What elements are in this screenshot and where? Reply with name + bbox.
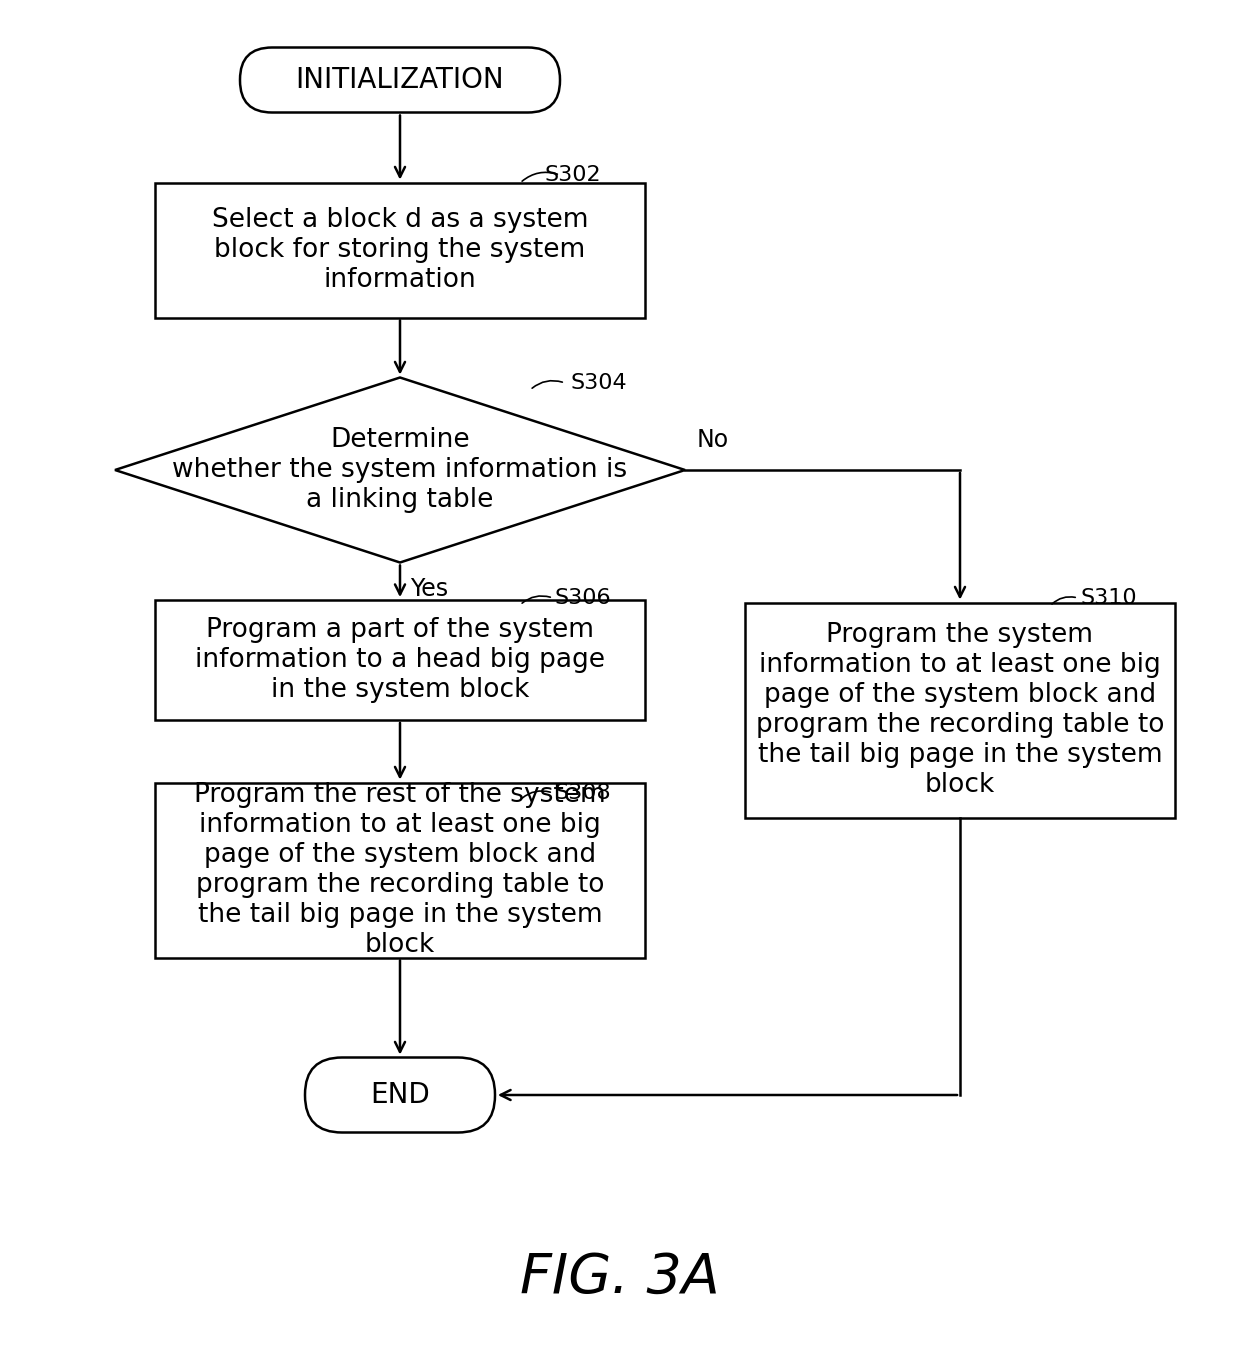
FancyBboxPatch shape [241,47,560,113]
Bar [155,600,645,721]
Text: S306: S306 [556,588,611,608]
Text: S304: S304 [570,373,626,394]
Text: INITIALIZATION: INITIALIZATION [295,66,505,94]
FancyArrowPatch shape [522,791,551,798]
Text: FIG. 3A: FIG. 3A [520,1251,720,1304]
Text: No: No [697,427,729,452]
Polygon shape [115,377,684,563]
Text: Program the rest of the system
information to at least one big
page of the syste: Program the rest of the system informati… [195,782,606,958]
FancyArrowPatch shape [522,596,551,603]
Bar [155,182,645,318]
Bar [155,783,645,958]
FancyArrowPatch shape [1052,597,1075,604]
FancyArrowPatch shape [522,172,557,182]
FancyArrowPatch shape [532,381,563,388]
Text: END: END [370,1082,430,1109]
Text: Program the system
information to at least one big
page of the system block and
: Program the system information to at lea… [755,622,1164,798]
Text: S302: S302 [546,166,601,185]
Text: S310: S310 [1080,588,1137,608]
Bar [745,603,1176,817]
Text: S308: S308 [556,783,611,803]
Text: Yes: Yes [410,578,448,601]
Text: Select a block d as a system
block for storing the system
information: Select a block d as a system block for s… [212,208,588,293]
FancyBboxPatch shape [305,1057,495,1133]
Text: Program a part of the system
information to a head big page
in the system block: Program a part of the system information… [195,617,605,703]
Text: Determine
whether the system information is
a linking table: Determine whether the system information… [172,427,627,513]
